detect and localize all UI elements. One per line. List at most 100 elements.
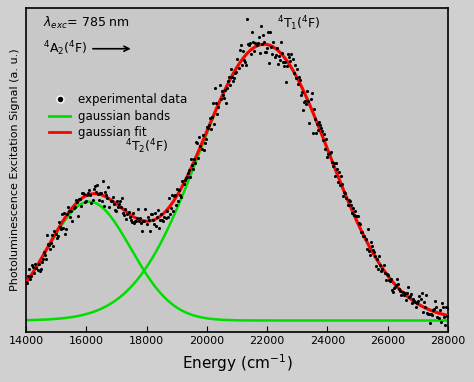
Point (100, 178, 107, 184)
Point (160, 218, 167, 224)
Point (392, 282, 400, 288)
Point (32, 261, 39, 267)
Point (444, 305, 452, 311)
Point (132, 218, 140, 224)
Point (41, 253, 49, 259)
Point (390, 285, 398, 291)
Point (182, 175, 190, 181)
Point (75, 196, 82, 202)
Point (220, 95, 228, 101)
Point (399, 289, 406, 295)
Point (201, 140, 209, 146)
Point (259, 32, 267, 38)
Point (173, 202, 180, 208)
Point (124, 211, 131, 217)
Point (61, 230, 69, 236)
Point (315, 118, 323, 125)
Point (159, 217, 166, 223)
Point (381, 270, 388, 277)
Point (112, 208, 119, 214)
Point (130, 220, 137, 226)
Point (165, 195, 173, 201)
Point (441, 322, 449, 328)
Point (353, 212, 361, 219)
Point (342, 189, 349, 196)
Point (50, 243, 57, 249)
Point (60, 210, 68, 217)
Point (134, 206, 142, 212)
Point (141, 218, 148, 224)
Point (276, 57, 283, 63)
Point (207, 126, 215, 132)
Point (34, 267, 41, 273)
Point (274, 61, 282, 67)
Point (76, 196, 83, 202)
Point (356, 221, 364, 227)
Point (84, 190, 92, 196)
Point (267, 44, 275, 50)
Point (370, 249, 378, 256)
Point (43, 232, 51, 238)
Point (345, 197, 352, 203)
Point (35, 261, 42, 267)
Point (275, 53, 283, 59)
Point (253, 42, 260, 49)
Point (210, 100, 217, 106)
Point (251, 48, 258, 54)
Point (221, 87, 228, 93)
Point (170, 193, 178, 199)
Point (376, 262, 384, 268)
Point (321, 146, 329, 152)
Point (54, 233, 62, 240)
Point (161, 214, 168, 220)
Point (333, 166, 341, 172)
Point (375, 253, 383, 259)
Point (58, 210, 66, 217)
Point (327, 149, 334, 155)
Point (433, 304, 440, 310)
Point (366, 252, 374, 258)
Point (181, 177, 188, 183)
Point (162, 215, 169, 221)
Point (71, 204, 78, 210)
Point (339, 193, 347, 199)
Point (113, 198, 121, 204)
Point (302, 101, 310, 107)
Point (217, 96, 224, 102)
Point (421, 304, 428, 310)
Point (33, 265, 40, 272)
Point (118, 204, 125, 210)
Point (338, 181, 346, 187)
Point (299, 107, 307, 113)
Point (211, 85, 219, 91)
Point (27, 276, 34, 282)
Point (416, 293, 423, 299)
Point (434, 314, 441, 320)
Point (198, 146, 205, 152)
Point (264, 29, 272, 35)
Point (156, 217, 164, 223)
Point (137, 215, 144, 221)
Point (326, 150, 333, 156)
Point (378, 268, 385, 274)
Point (202, 136, 210, 142)
Point (163, 208, 171, 214)
Point (228, 66, 235, 72)
Point (388, 286, 396, 293)
Point (205, 122, 213, 128)
Point (25, 266, 33, 272)
Point (442, 304, 450, 310)
Point (297, 92, 305, 98)
Point (343, 195, 350, 201)
Point (396, 286, 403, 292)
Point (118, 195, 126, 201)
Point (265, 60, 273, 66)
Point (356, 220, 363, 226)
Point (55, 219, 63, 225)
Point (281, 59, 289, 65)
Point (199, 132, 206, 138)
Point (351, 207, 359, 214)
Point (329, 162, 337, 168)
Point (107, 198, 114, 204)
Point (216, 82, 223, 88)
